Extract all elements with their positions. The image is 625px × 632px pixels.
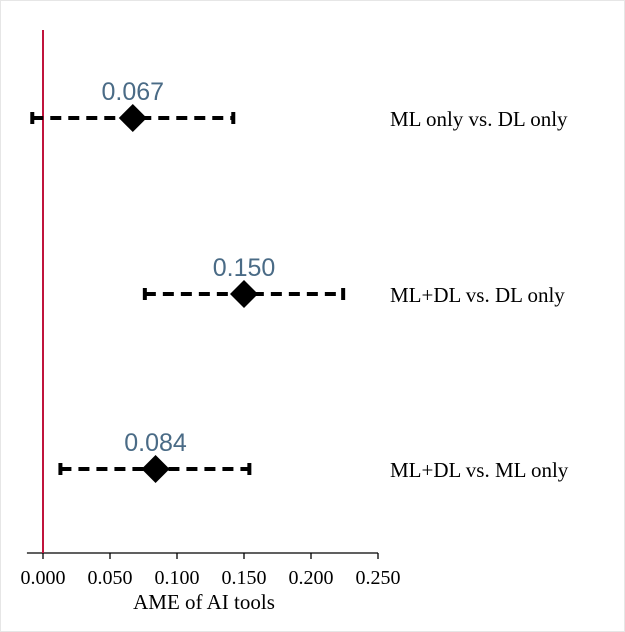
comparison-label: ML only vs. DL only (390, 107, 568, 131)
x-tick-label: 0.250 (356, 567, 401, 589)
x-axis-label: AME of AI tools (133, 590, 275, 614)
x-tick-label: 0.150 (222, 567, 267, 589)
estimate-value-label: 0.067 (101, 78, 164, 106)
comparison-label: ML+DL vs. DL only (390, 283, 565, 307)
plot-area: 0.000 0.050 0.100 0.150 0.200 0.250 0.067 ML on… (21, 30, 569, 589)
estimate-value-label: 0.150 (213, 254, 276, 282)
estimate-marker (141, 455, 170, 483)
x-tick-label: 0.100 (155, 567, 200, 589)
x-tick-label: 0.000 (21, 567, 66, 589)
estimate-marker (230, 280, 258, 308)
x-tick-label: 0.050 (88, 567, 133, 589)
x-tick-label: 0.200 (289, 567, 334, 589)
estimate-marker (118, 104, 147, 132)
comparison-label: ML+DL vs. ML only (390, 458, 569, 482)
estimate-value-label: 0.084 (124, 429, 187, 457)
